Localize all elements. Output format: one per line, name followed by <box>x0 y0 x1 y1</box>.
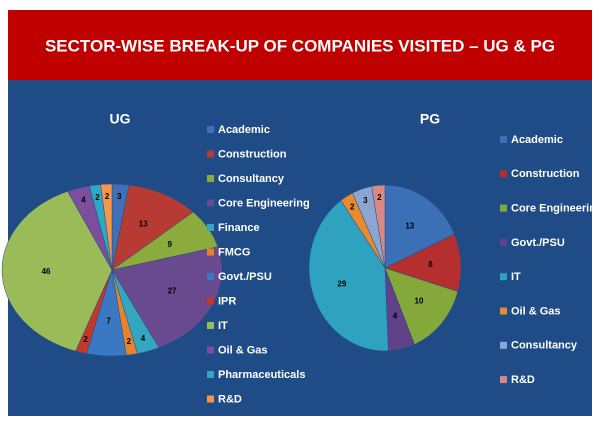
legend-swatch <box>207 322 214 329</box>
pie-slice <box>1 191 113 352</box>
legend-swatch <box>207 273 214 280</box>
legend-label: Oil & Gas <box>511 305 561 317</box>
data-label: 13 <box>405 221 414 230</box>
pie-slice <box>384 267 459 345</box>
data-label: 7 <box>106 317 111 326</box>
pie-slice <box>111 184 194 271</box>
data-label: 2 <box>95 193 100 202</box>
pie-slice <box>100 183 113 271</box>
data-label: 2 <box>83 335 88 344</box>
legend-swatch <box>500 238 507 246</box>
data-label: 2 <box>105 192 110 201</box>
legend-swatch <box>207 126 214 133</box>
pie-slice <box>371 184 386 269</box>
data-label: 46 <box>42 267 51 276</box>
legend-label: Academic <box>511 134 563 146</box>
legend-swatch <box>500 136 507 143</box>
data-label: 3 <box>363 196 368 205</box>
legend-label: Consultancy <box>511 340 578 352</box>
legend-label: FMCG <box>218 246 250 258</box>
slide-title: SECTOR-WISE BREAK-UP OF COMPANIES VISITE… <box>45 36 555 55</box>
legend-label: IT <box>511 271 521 283</box>
pie-slice <box>384 184 455 269</box>
legend-label: Consultancy <box>218 173 285 185</box>
legend-swatch <box>500 170 507 178</box>
data-label: 13 <box>139 220 148 229</box>
legend-swatch <box>207 346 214 354</box>
legend-swatch <box>500 204 507 212</box>
data-label: 4 <box>141 334 146 343</box>
chart-title: PG <box>420 111 440 127</box>
legend-label: Govt./PSU <box>218 271 272 283</box>
data-label: 2 <box>377 193 382 202</box>
data-label: 3 <box>117 192 122 201</box>
legend-label: Core Engineering <box>218 197 310 209</box>
legend-swatch <box>207 199 214 207</box>
legend-swatch <box>500 273 507 281</box>
data-label: 4 <box>393 312 398 321</box>
data-label: 9 <box>167 240 172 249</box>
legend-label: Oil & Gas <box>218 344 268 356</box>
title-banner <box>8 10 592 80</box>
legend-swatch <box>207 395 214 403</box>
legend-swatch <box>207 248 214 256</box>
legend-label: Construction <box>511 168 580 180</box>
legend-label: Construction <box>218 148 287 160</box>
legend-label: IT <box>218 320 228 332</box>
chart-title: UG <box>110 111 131 127</box>
legend-swatch <box>500 376 507 384</box>
pie-slice <box>111 246 223 349</box>
legend-label: IPR <box>218 295 236 307</box>
data-label: 10 <box>415 296 424 305</box>
legend-swatch <box>207 371 214 378</box>
legend-swatch <box>500 341 507 349</box>
legend-label: Govt./PSU <box>511 237 565 249</box>
data-label: 2 <box>127 337 132 346</box>
legend-label: Finance <box>218 222 260 234</box>
legend-swatch <box>500 307 507 315</box>
legend-label: R&D <box>511 374 535 386</box>
legend-swatch <box>207 297 214 305</box>
data-label: 2 <box>350 202 355 211</box>
data-label: 8 <box>428 260 433 269</box>
data-label: 4 <box>81 196 86 205</box>
legend-label: Pharmaceuticals <box>218 369 305 381</box>
data-label: 27 <box>168 287 177 296</box>
legend-swatch <box>207 224 214 231</box>
legend-label: R&D <box>218 393 242 405</box>
legend-swatch <box>207 150 214 158</box>
legend-label: Core Engineering <box>511 203 600 215</box>
data-label: 29 <box>337 279 346 288</box>
legend-label: Academic <box>218 124 270 136</box>
legend-swatch <box>207 175 214 182</box>
pie-slice <box>308 200 389 352</box>
